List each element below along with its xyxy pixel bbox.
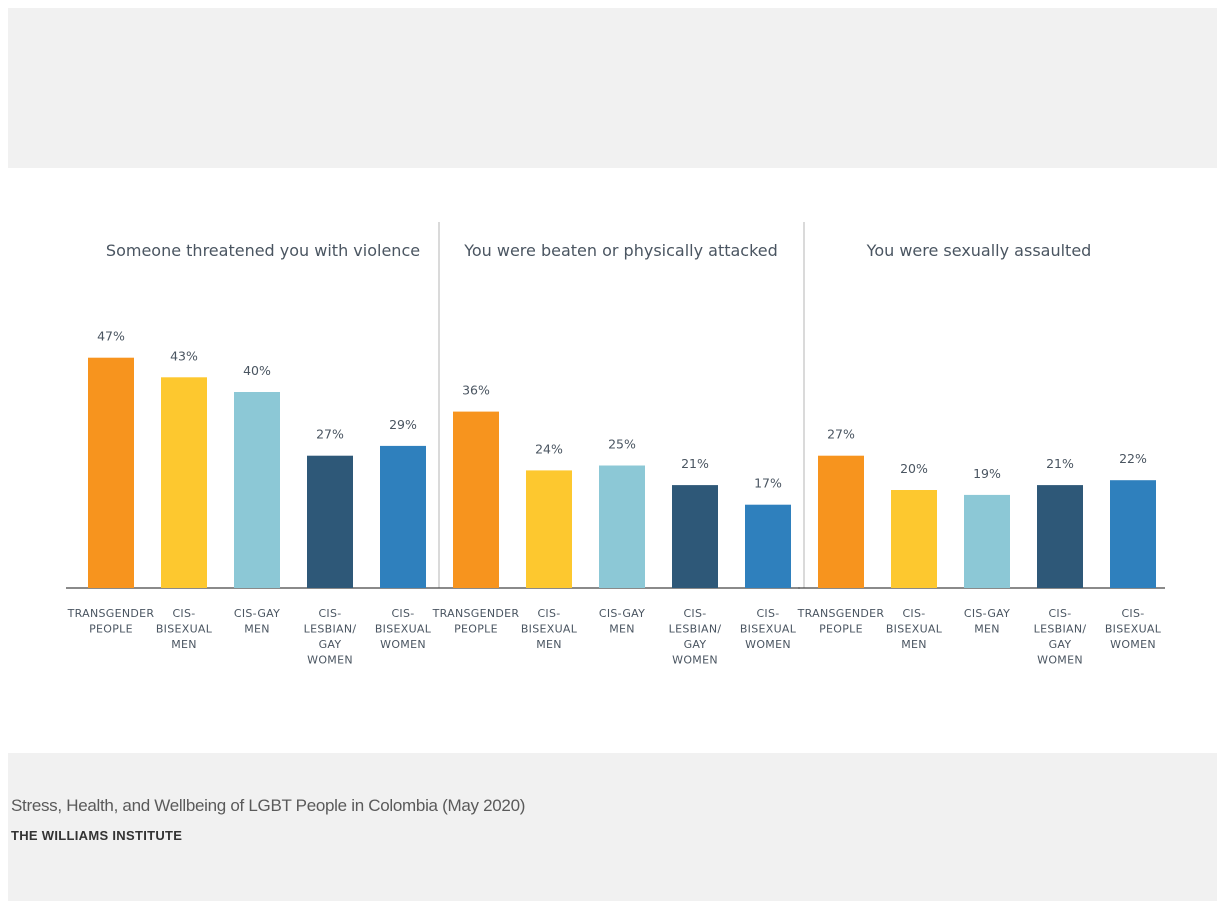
data-label: 29% xyxy=(389,417,417,432)
bar xyxy=(672,485,718,588)
category-label: CIS-BISEXUAL WOMEN xyxy=(1105,607,1162,651)
bar xyxy=(964,494,1010,588)
panel-title: You were sexually assaulted xyxy=(866,241,1092,260)
data-label: 20% xyxy=(900,461,928,476)
category-label: CIS-GAY MEN xyxy=(234,607,280,636)
header-band xyxy=(8,8,1217,168)
data-label: 17% xyxy=(754,476,782,491)
data-label: 47% xyxy=(97,329,125,344)
bar xyxy=(1037,485,1083,588)
category-label: CIS-LESBIAN/GAY WOMEN xyxy=(669,607,722,667)
category-label: CIS-LESBIAN/GAY WOMEN xyxy=(1034,607,1087,667)
category-label: CIS-BISEXUAL WOMEN xyxy=(740,607,797,651)
category-label: CIS-GAY MEN xyxy=(964,607,1010,636)
bar-chart: Someone threatened you with violence 47% T… xyxy=(66,222,1165,667)
data-label: 25% xyxy=(608,437,636,452)
bar xyxy=(380,445,426,588)
bar xyxy=(1110,480,1156,588)
data-label: 24% xyxy=(535,441,563,456)
data-label: 22% xyxy=(1119,451,1147,466)
bar xyxy=(891,490,937,588)
data-label: 21% xyxy=(1046,456,1074,471)
panel-title: You were beaten or physically attacked xyxy=(463,241,778,260)
bar xyxy=(745,504,791,588)
data-label: 40% xyxy=(243,363,271,378)
publisher-name: THE WILLIAMS INSTITUTE xyxy=(11,828,183,843)
bar xyxy=(453,411,499,588)
data-label: 19% xyxy=(973,466,1001,481)
footer-band xyxy=(8,753,1217,901)
category-label: CIS-BISEXUAL MEN xyxy=(156,607,213,651)
source-caption: Stress, Health, and Wellbeing of LGBT Pe… xyxy=(11,796,526,815)
data-label: 36% xyxy=(462,383,490,398)
bar xyxy=(234,392,280,588)
bar xyxy=(307,455,353,588)
category-label: CIS-BISEXUAL MEN xyxy=(886,607,943,651)
bar xyxy=(818,455,864,588)
data-label: 27% xyxy=(316,427,344,442)
data-label: 43% xyxy=(170,348,198,363)
category-label: CIS-BISEXUAL WOMEN xyxy=(375,607,432,651)
data-label: 27% xyxy=(827,427,855,442)
bar xyxy=(161,377,207,588)
data-label: 21% xyxy=(681,456,709,471)
bar xyxy=(88,357,134,588)
category-label: CIS-GAY MEN xyxy=(599,607,645,636)
category-label: TRANSGENDER PEOPLE xyxy=(797,607,885,636)
panel-title: Someone threatened you with violence xyxy=(106,241,420,260)
bar xyxy=(526,470,572,588)
category-label: CIS-LESBIAN/GAY WOMEN xyxy=(304,607,357,667)
category-label: CIS-BISEXUAL MEN xyxy=(521,607,578,651)
bar xyxy=(599,465,645,588)
category-label: TRANSGENDER PEOPLE xyxy=(67,607,155,636)
category-label: TRANSGENDER PEOPLE xyxy=(432,607,520,636)
